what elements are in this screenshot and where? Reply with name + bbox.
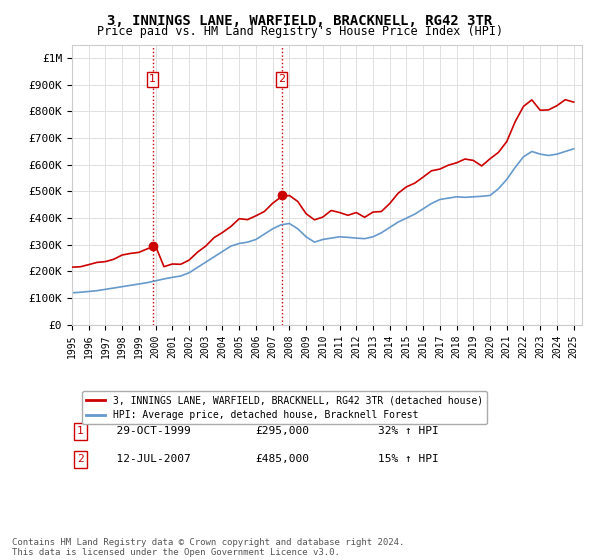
Text: 2: 2 [77,454,84,464]
Text: 3, INNINGS LANE, WARFIELD, BRACKNELL, RG42 3TR: 3, INNINGS LANE, WARFIELD, BRACKNELL, RG… [107,14,493,28]
Text: 2: 2 [278,74,285,85]
Text: 29-OCT-1999: 29-OCT-1999 [103,426,190,436]
Text: Contains HM Land Registry data © Crown copyright and database right 2024.
This d: Contains HM Land Registry data © Crown c… [12,538,404,557]
Text: Price paid vs. HM Land Registry's House Price Index (HPI): Price paid vs. HM Land Registry's House … [97,25,503,38]
Text: 1: 1 [77,426,84,436]
Text: 15% ↑ HPI: 15% ↑ HPI [378,454,439,464]
Text: £485,000: £485,000 [256,454,310,464]
Text: 12-JUL-2007: 12-JUL-2007 [103,454,190,464]
Legend: 3, INNINGS LANE, WARFIELD, BRACKNELL, RG42 3TR (detached house), HPI: Average pr: 3, INNINGS LANE, WARFIELD, BRACKNELL, RG… [82,391,487,424]
Text: £295,000: £295,000 [256,426,310,436]
Text: 1: 1 [149,74,156,85]
Text: 32% ↑ HPI: 32% ↑ HPI [378,426,439,436]
